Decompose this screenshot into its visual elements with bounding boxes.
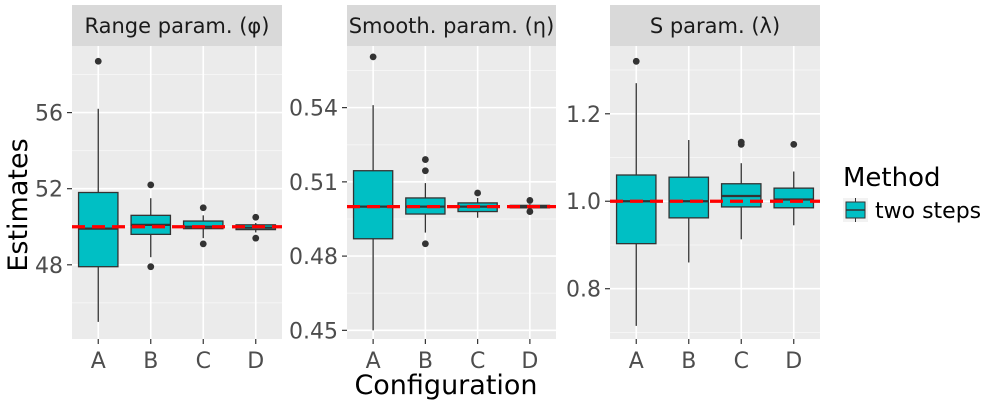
x-tick-label: B	[418, 349, 433, 374]
y-tick-label: 0.54	[289, 97, 338, 122]
box-iqr	[668, 176, 710, 219]
x-tick-label: D	[247, 349, 264, 374]
outlier-point	[737, 138, 745, 146]
y-tick-label: 1.2	[566, 103, 601, 128]
y-tick-label: 0.8	[566, 278, 601, 303]
box-iqr	[773, 187, 815, 209]
y-tick-label: 56	[35, 102, 63, 127]
y-tick-label: 1.0	[566, 190, 601, 215]
x-tick-label: D	[785, 349, 802, 374]
legend: Method two steps	[843, 163, 981, 224]
x-tick-label: D	[521, 349, 538, 374]
outlier-point	[199, 204, 207, 212]
boxplot-B	[130, 181, 172, 271]
x-tick-label: B	[681, 349, 696, 374]
legend-label: two steps	[875, 199, 981, 224]
x-tick-label: A	[366, 349, 381, 374]
y-tick-label: 52	[35, 178, 63, 203]
box-iqr	[352, 170, 394, 240]
x-tick-label: B	[143, 349, 158, 374]
facet-title: Range param. (φ)	[85, 14, 270, 38]
boxplot-A	[615, 57, 657, 326]
y-tick-label: 48	[35, 254, 63, 279]
facet-panel: Range param. (φ) 48 52 56 A B C D	[35, 5, 282, 374]
facet-panel: Smooth. param. (η) 0.45 0.48 0.51 0.54 A B C D	[289, 5, 556, 374]
outlier-point	[790, 140, 798, 148]
box-iqr	[182, 220, 224, 230]
facet-strip	[72, 5, 282, 46]
facet-title: Smooth. param. (η)	[349, 14, 555, 38]
outlier-point	[421, 167, 429, 175]
y-tick-label: 0.45	[289, 319, 338, 344]
x-tick-label: C	[196, 349, 211, 374]
outlier-point	[421, 240, 429, 248]
outlier-point	[199, 240, 207, 248]
outlier-point	[526, 197, 534, 204]
facet-title: S param. (λ)	[650, 14, 780, 38]
y-tick-label: 0.51	[289, 171, 338, 196]
facet-panel: S param. (λ) 0.8 1.0 1.2 A B C D	[566, 5, 820, 374]
outlier-point	[94, 57, 102, 65]
facet-strip	[347, 5, 556, 46]
box-iqr	[615, 174, 657, 245]
legend-title: Method	[843, 163, 941, 193]
y-tick-label: 0.48	[289, 245, 338, 270]
boxplot-A	[77, 57, 119, 322]
outlier-point	[147, 181, 155, 189]
outlier-point	[474, 189, 482, 197]
outlier-point	[526, 208, 534, 215]
x-axis-title: Configuration	[354, 370, 537, 401]
outlier-point	[252, 234, 260, 242]
x-tick-label: A	[629, 349, 644, 374]
boxplot-A	[352, 53, 394, 331]
outlier-point	[252, 213, 260, 221]
y-axis-title: Estimates	[3, 138, 34, 271]
x-tick-label: A	[91, 349, 106, 374]
outlier-point	[421, 156, 429, 163]
boxplot-D	[773, 140, 815, 226]
outlier-point	[632, 57, 640, 65]
x-tick-label: C	[734, 349, 749, 374]
outlier-point	[147, 263, 155, 271]
x-tick-label: C	[470, 349, 485, 374]
legend-key	[843, 198, 868, 222]
facet-strip	[610, 5, 820, 46]
outlier-point	[369, 53, 377, 61]
boxplot-B	[668, 140, 710, 263]
